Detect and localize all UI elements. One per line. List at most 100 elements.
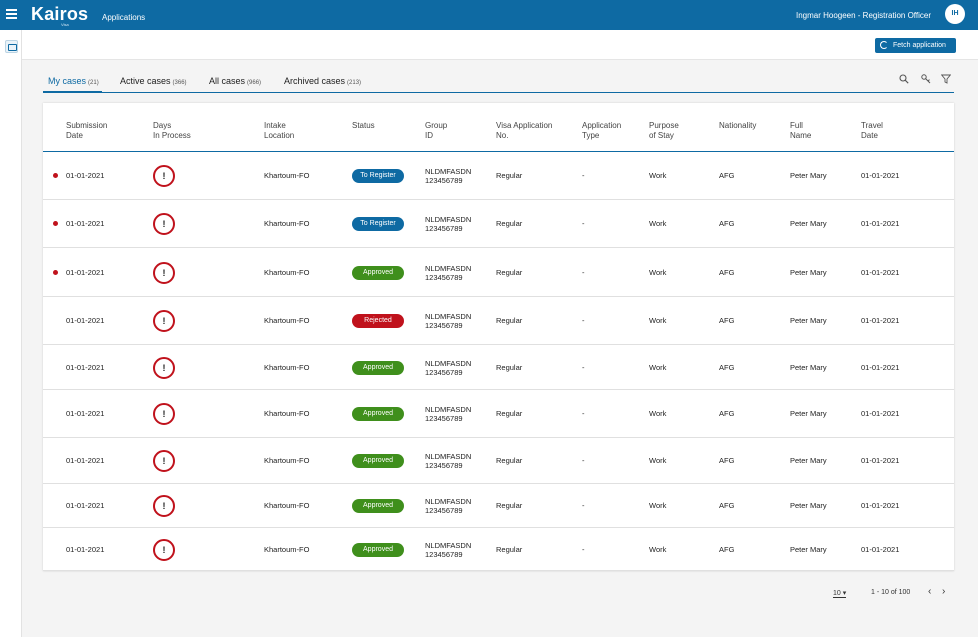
tab-label: Active cases [120, 76, 171, 86]
table-row[interactable]: 01-01-2021! Khartoum-FO Approved NLDMFASDN … [43, 438, 954, 484]
submission-date: 01-01-2021 [66, 544, 105, 554]
status-badge: Approved [352, 265, 404, 280]
visa-application-no: Regular [496, 362, 523, 372]
column-header[interactable]: Group ID [425, 121, 448, 140]
unread-indicator [53, 221, 58, 226]
table-row[interactable]: 01-01-2021! Khartoum-FO Approved NLDMFASDN … [43, 248, 954, 297]
status-badge: Approved [352, 454, 404, 468]
filter-icon[interactable] [941, 74, 951, 84]
group-id: NLDMFASDN 123456789 [425, 405, 472, 423]
application-type: - [582, 544, 585, 554]
column-header[interactable]: Application Type [582, 121, 622, 140]
table-row[interactable]: 01-01-2021! Khartoum-FO To Register NLDMFAS… [43, 152, 954, 200]
purpose-of-stay: Work [649, 267, 667, 277]
chevron-down-icon: ▾ [842, 590, 847, 597]
tab-active-cases[interactable]: Active cases (366) [120, 76, 187, 86]
column-header[interactable]: Nationality [719, 121, 757, 130]
cases-table: Submission Date Days In Process Intake L… [43, 103, 954, 571]
alert-icon: ! [153, 261, 175, 284]
alert-icon: ! [153, 538, 175, 561]
applications-icon[interactable] [5, 40, 18, 53]
alert-icon: ! [153, 356, 175, 379]
group-id: NLDMFASDN 123456789 [425, 215, 472, 233]
column-header[interactable]: Submission Date [66, 121, 108, 140]
application-type: - [582, 267, 585, 277]
previous-page-button[interactable]: ‹ [928, 586, 932, 597]
status-badge: To Register [352, 169, 404, 183]
avatar[interactable]: IH [945, 4, 965, 24]
tab-my-cases[interactable]: My cases (21) [43, 76, 102, 93]
group-id: NLDMFASDN 123456789 [425, 312, 472, 330]
purpose-of-stay: Work [649, 501, 667, 510]
intake-location: Khartoum-FO [264, 409, 310, 418]
nationality: AFG [719, 409, 735, 418]
column-header[interactable]: Visa Application No. [496, 121, 553, 140]
status-badge: To Register [352, 217, 404, 231]
intake-location: Khartoum-FO [264, 501, 310, 510]
column-header[interactable]: Status [352, 121, 375, 130]
group-id: NLDMFASDN 123456789 [425, 358, 472, 377]
submission-date: 01-01-2021 [66, 171, 105, 180]
group-id: NLDMFASDN 123456789 [425, 263, 472, 282]
table-header: Submission Date Days In Process Intake L… [43, 103, 954, 152]
status-badge: Approved [352, 360, 404, 375]
intake-location: Khartoum-FO [264, 267, 310, 277]
user-name: Ingmar Hoogeen - Registration Officer [795, 11, 931, 20]
search-icon[interactable] [899, 74, 909, 84]
pagination-range: 1 - 10 of 100 [871, 589, 911, 596]
tab-all-cases[interactable]: All cases (966) [209, 76, 261, 86]
next-page-button[interactable]: › [942, 586, 946, 597]
hamburger-menu-icon[interactable] [6, 9, 17, 21]
column-header[interactable]: Days In Process [153, 121, 191, 140]
submission-date: 01-01-2021 [66, 362, 105, 372]
travel-date: 01-01-2021 [861, 409, 900, 418]
submission-date: 01-01-2021 [66, 316, 105, 325]
column-header[interactable]: Intake Location [264, 121, 295, 140]
column-header[interactable]: Purpose of Stay [649, 121, 679, 140]
table-row[interactable]: 01-01-2021! Khartoum-FO Approved NLDMFASDN … [43, 484, 954, 528]
travel-date: 01-01-2021 [861, 362, 900, 372]
visa-application-no: Regular [496, 219, 523, 228]
group-id: NLDMFASDN 123456789 [425, 497, 472, 515]
application-type: - [582, 362, 585, 372]
nationality: AFG [719, 219, 735, 228]
purpose-of-stay: Work [649, 171, 667, 180]
full-name: Peter Mary [790, 409, 827, 418]
key-icon[interactable] [921, 74, 931, 84]
column-header[interactable]: Full Name [790, 121, 812, 140]
visa-application-no: Regular [496, 316, 523, 325]
tab-count: (366) [172, 80, 187, 86]
unread-indicator [53, 269, 58, 275]
full-name: Peter Mary [790, 544, 827, 554]
intake-location: Khartoum-FO [264, 456, 310, 465]
visa-application-no: Regular [496, 501, 523, 510]
nationality: AFG [719, 316, 735, 325]
table-row[interactable]: 01-01-2021! Khartoum-FO Approved NLDMFASDN … [43, 528, 954, 571]
refresh-icon [880, 41, 888, 49]
table-row[interactable]: 01-01-2021! Khartoum-FO Approved NLDMFASDN … [43, 390, 954, 438]
column-header[interactable]: Travel Date [861, 121, 883, 140]
table-row[interactable]: 01-01-2021! Khartoum-FO To Register NLDMFAS… [43, 200, 954, 248]
application-type: - [582, 456, 585, 465]
table-row[interactable]: 01-01-2021! Khartoum-FO Approved NLDMFASDN … [43, 345, 954, 390]
visa-application-no: Regular [496, 171, 523, 180]
visa-application-no: Regular [496, 409, 523, 418]
application-type: - [582, 409, 585, 418]
group-id: NLDMFASDN 123456789 [425, 452, 472, 470]
full-name: Peter Mary [790, 316, 827, 325]
fetch-application-label: Fetch application [893, 42, 946, 49]
application-type: - [582, 219, 585, 228]
app-title[interactable]: Applications [102, 13, 146, 22]
table-row[interactable]: 01-01-2021! Khartoum-FO Rejected NLDMFASDN … [43, 297, 954, 345]
full-name: Peter Mary [790, 219, 827, 228]
page-size-value: 10 [833, 590, 841, 597]
intake-location: Khartoum-FO [264, 362, 310, 372]
travel-date: 01-01-2021 [861, 501, 900, 510]
tab-archived-cases[interactable]: Archived cases (213) [284, 76, 361, 86]
page-size-select[interactable]: 10 ▾ [833, 589, 847, 598]
tab-count: (21) [88, 80, 99, 86]
fetch-application-button[interactable]: Fetch application [875, 38, 956, 53]
purpose-of-stay: Work [649, 409, 667, 418]
status-badge: Rejected [352, 314, 404, 328]
full-name: Peter Mary [790, 456, 827, 465]
